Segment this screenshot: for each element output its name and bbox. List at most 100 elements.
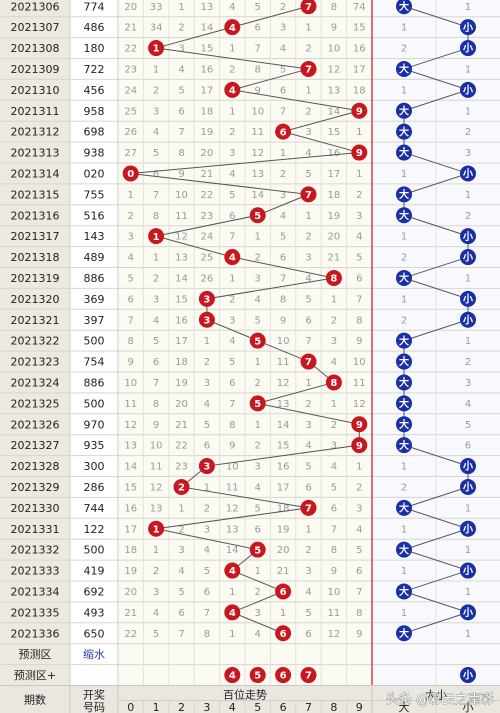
miss-value: 1 — [356, 127, 362, 138]
miss-value: 23 — [201, 211, 214, 222]
miss-value: 21 — [328, 253, 341, 264]
miss-value: 1 — [153, 253, 159, 264]
miss-value: 1 — [229, 629, 235, 640]
prize-number: 650 — [84, 627, 105, 640]
miss-value: 4 — [305, 273, 311, 284]
hundreds-ball-label: 5 — [254, 399, 261, 410]
size-ball-label: 大 — [399, 146, 409, 159]
miss-value: 8 — [331, 2, 337, 13]
miss-value: 3 — [229, 315, 235, 326]
miss-value: 6 — [204, 587, 210, 598]
miss-value: 5 — [255, 315, 261, 326]
miss-value: 2 — [255, 587, 261, 598]
prize-number: 456 — [84, 84, 105, 97]
miss-value: 16 — [175, 315, 188, 326]
miss-value: 3 — [178, 44, 184, 55]
miss-value: 8 — [356, 315, 362, 326]
size-ball — [460, 562, 476, 579]
header-size-label: 小 — [463, 701, 474, 713]
miss-value: 10 — [328, 587, 341, 598]
forecast-link[interactable]: 缩水 — [83, 648, 105, 661]
miss-value: 23 — [124, 64, 137, 75]
hundreds-ball-label: 3 — [203, 315, 210, 326]
hundreds-ball — [351, 416, 368, 433]
miss-value: 2 — [153, 273, 159, 284]
forecast-size-ball-label: 小 — [462, 669, 473, 682]
miss-value: 4 — [331, 462, 337, 473]
miss-value: 21 — [175, 420, 188, 431]
miss-value: 4 — [255, 629, 261, 640]
size-miss-value: 1 — [401, 566, 407, 577]
size-miss-value: 6 — [465, 441, 471, 452]
miss-value: 6 — [153, 169, 159, 180]
size-ball — [396, 60, 412, 77]
issue-label: 2021314 — [11, 167, 60, 180]
miss-value: 2 — [356, 190, 362, 201]
hundreds-ball-label: 5 — [254, 545, 261, 556]
miss-value: 13 — [277, 399, 290, 410]
miss-value: 10 — [328, 44, 341, 55]
size-ball-label: 小 — [462, 522, 473, 535]
issue-label: 2021307 — [11, 21, 60, 34]
miss-value: 4 — [229, 169, 235, 180]
miss-value: 2 — [204, 357, 210, 368]
size-ball-label: 大 — [399, 585, 409, 598]
miss-value: 3 — [255, 608, 261, 619]
miss-value: 13 — [201, 2, 214, 13]
issue-label: 2021311 — [11, 105, 60, 118]
issue-label: 2021326 — [11, 418, 60, 431]
miss-value: 2 — [229, 294, 235, 305]
miss-value: 6 — [255, 524, 261, 535]
miss-value: 1 — [153, 545, 159, 556]
miss-value: 5 — [229, 190, 235, 201]
hundreds-ball-label: 3 — [203, 294, 210, 305]
miss-value: 5 — [356, 545, 362, 556]
miss-value: 7 — [153, 378, 159, 389]
miss-value: 13 — [175, 253, 188, 264]
hundreds-ball-label: 7 — [305, 357, 312, 368]
miss-value: 17 — [328, 169, 341, 180]
issue-label: 2021310 — [11, 84, 60, 97]
size-ball — [396, 416, 412, 433]
miss-value: 1 — [229, 106, 235, 117]
miss-value: 5 — [204, 420, 210, 431]
size-ball — [396, 541, 412, 558]
miss-value: 18 — [124, 545, 137, 556]
miss-value: 2 — [305, 399, 311, 410]
miss-value: 33 — [150, 2, 163, 13]
size-ball-label: 小 — [462, 292, 473, 305]
miss-value: 9 — [128, 357, 134, 368]
miss-value: 20 — [124, 587, 137, 598]
miss-value: 4 — [178, 64, 184, 75]
miss-value: 12 — [175, 232, 188, 243]
miss-value: 9 — [255, 85, 261, 96]
miss-value: 9 — [178, 169, 184, 180]
miss-value: 2 — [305, 545, 311, 556]
miss-value: 4 — [356, 232, 362, 243]
miss-value: 5 — [178, 587, 184, 598]
prize-number: 692 — [84, 585, 105, 598]
size-ball-label: 大 — [399, 439, 409, 452]
hundreds-ball — [275, 123, 292, 140]
prize-number: 938 — [84, 147, 105, 160]
miss-value: 1 — [280, 148, 286, 159]
issue-label: 2021325 — [11, 397, 60, 410]
miss-value: 1 — [280, 608, 286, 619]
miss-value: 19 — [277, 524, 290, 535]
miss-value: 11 — [328, 608, 341, 619]
miss-value: 2 — [128, 211, 134, 222]
size-ball — [396, 207, 412, 224]
hundreds-ball — [224, 81, 241, 98]
miss-value: 3 — [331, 441, 337, 452]
size-miss-value: 1 — [401, 232, 407, 243]
miss-value: 1 — [153, 64, 159, 75]
miss-value: 20 — [328, 232, 341, 243]
issue-label: 2021312 — [11, 126, 60, 139]
miss-value: 1 — [178, 503, 184, 514]
miss-value: 13 — [124, 441, 137, 452]
size-ball — [396, 499, 412, 516]
miss-value: 3 — [305, 253, 311, 264]
miss-value: 7 — [356, 294, 362, 305]
forecast-size-ball — [460, 667, 476, 684]
